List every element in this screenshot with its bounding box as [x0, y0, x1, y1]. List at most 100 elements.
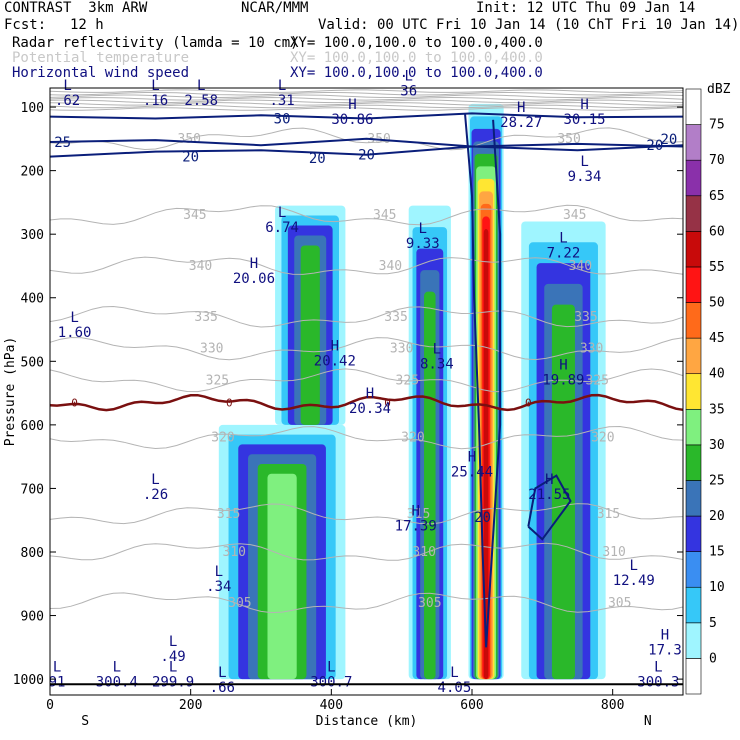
freezing-level-label-2: 0	[384, 397, 391, 410]
colorbar-swatch-9	[685, 337, 702, 375]
extremum-kind-15: L	[433, 342, 441, 358]
extremum-kind-9: L	[278, 205, 286, 221]
freezing-level-label-3: 0	[525, 397, 532, 410]
theta-label-325-2: 325	[585, 373, 608, 388]
theta-label-340-2: 340	[569, 259, 592, 274]
extremum-value-9: 6.74	[265, 220, 299, 236]
wind-contour-loop	[527, 474, 572, 541]
colorbar-unit: dBZ	[707, 82, 731, 97]
colorbar-swatch-15	[685, 124, 702, 161]
theta-label-320-0: 320	[211, 431, 234, 446]
theta-label-350-0: 350	[178, 132, 201, 147]
theta-label-310-1: 310	[412, 545, 435, 560]
x-tick-label-600: 600	[460, 698, 483, 713]
wind-contour-storm	[464, 113, 502, 648]
extremum-kind-18: H	[468, 450, 476, 466]
extremum-value-13: 1.60	[58, 325, 92, 341]
theta-contour-325	[49, 368, 684, 393]
extremum-value-2: 2.58	[184, 93, 218, 109]
wind-contour-25	[49, 137, 684, 148]
reflectivity-cell-0-35	[267, 473, 297, 680]
colorbar-label-15: 15	[709, 545, 725, 560]
theta-contour-335	[49, 305, 684, 328]
colorbar-swatch-8	[685, 373, 702, 410]
colorbar-swatch-16	[685, 88, 702, 125]
theta-upper-contour-5	[49, 102, 684, 106]
x-end-right: N	[644, 714, 652, 729]
reflectivity-cell-1-30	[300, 245, 320, 425]
colorbar-label-65: 65	[709, 189, 725, 204]
extremum-kind-19: H	[545, 472, 553, 488]
y-tick-label-600: 600	[21, 419, 44, 434]
extremum-kind-32: L	[53, 659, 61, 675]
extremum-value-32: 91	[49, 674, 66, 690]
extremum-value-22: .34	[206, 579, 231, 595]
extremum-value-30: 4.05	[438, 680, 472, 696]
field-reflectivity-xy: XY= 100.0,100.0 to 100.0,400.0	[290, 35, 543, 51]
y-axis-label: Pressure (hPa)	[3, 337, 18, 447]
extremum-kind-24: H	[661, 628, 669, 644]
extremum-value-3: .31	[269, 93, 294, 109]
colorbar-label-25: 25	[709, 473, 725, 488]
wind-label-4: 20	[358, 148, 375, 164]
model-name: CONTRAST 3km ARW	[4, 0, 148, 16]
colorbar-swatch-4	[685, 515, 702, 552]
extremum-kind-25: L	[169, 634, 177, 650]
y-tick-label-400: 400	[21, 292, 44, 307]
fcst-label: Fcst:	[4, 17, 47, 33]
theta-label-305-2: 305	[608, 596, 631, 611]
colorbar-swatch-0	[685, 658, 702, 695]
theta-label-320-2: 320	[591, 431, 614, 446]
theta-contour-315	[49, 503, 684, 525]
extremum-value-17: 20.34	[349, 401, 391, 417]
theta-label-335-0: 335	[194, 310, 217, 325]
extremum-kind-28: L	[218, 665, 226, 681]
theta-label-330-2: 330	[580, 342, 603, 357]
extremum-kind-11: L	[559, 230, 567, 246]
extremum-kind-13: L	[70, 310, 78, 326]
extremum-kind-8: L	[580, 154, 588, 170]
wind-contour-20	[49, 144, 684, 158]
extremum-value-28: .66	[210, 680, 235, 696]
x-tick-label-200: 200	[179, 698, 202, 713]
extremum-value-25: .49	[160, 649, 185, 665]
wind-label-7: 20	[646, 138, 663, 154]
y-tick-label-200: 200	[21, 165, 44, 180]
extremum-value-6: 28.27	[500, 115, 542, 131]
colorbar-swatch-12	[685, 231, 702, 268]
wind-contour-30-a	[49, 112, 684, 120]
extremum-kind-1: L	[151, 78, 159, 94]
theta-upper-contour-6	[49, 104, 684, 109]
extremum-value-29: 300.7	[310, 674, 352, 690]
colorbar-label-10: 10	[709, 580, 725, 595]
reflectivity-cell-3-60	[483, 228, 489, 680]
extremum-kind-20: L	[151, 472, 159, 488]
freezing-level-label-0: 0	[71, 397, 78, 410]
extremum-value-19: 21.55	[528, 487, 570, 503]
theta-label-345-2: 345	[563, 208, 586, 223]
extremum-value-14: 20.42	[314, 353, 356, 369]
field-wind-xy: XY= 100.0,100.0 to 100.0,400.0	[290, 65, 543, 81]
colorbar-label-20: 20	[709, 509, 725, 524]
theta-label-315-1: 315	[407, 507, 430, 522]
extremum-value-24: 17.3	[648, 643, 682, 659]
reflectivity-cell-2-30	[424, 291, 436, 680]
extremum-value-11: 7.22	[547, 245, 581, 261]
colorbar-swatch-1	[685, 622, 702, 659]
extremum-value-31: 300.3	[637, 674, 679, 690]
colorbar-swatch-2	[685, 586, 702, 624]
reflectivity-layer	[218, 103, 606, 680]
wind-label-1: 30	[274, 112, 291, 128]
colorbar-label-55: 55	[709, 260, 725, 275]
colorbar-label-50: 50	[709, 296, 725, 311]
theta-label-345-0: 345	[183, 208, 206, 223]
theta-upper-contour-3	[49, 96, 684, 101]
theta-contour-330	[49, 336, 684, 361]
extremum-kind-16: H	[559, 358, 567, 374]
extremum-kind-2: L	[197, 78, 205, 94]
reflectivity-cell-4-30	[551, 304, 575, 680]
theta-contour-320	[49, 425, 684, 450]
